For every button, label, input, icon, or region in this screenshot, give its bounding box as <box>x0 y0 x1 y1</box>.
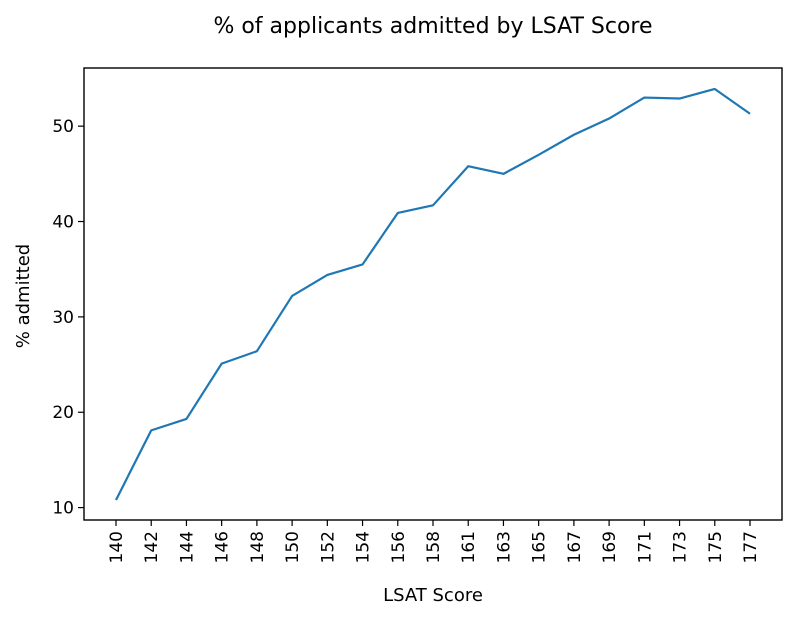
y-tick-label: 50 <box>52 117 74 137</box>
x-tick-label: 173 <box>671 531 691 563</box>
x-tick-label: 169 <box>600 531 620 563</box>
x-tick-label: 165 <box>530 531 550 563</box>
y-axis-label: % admitted <box>13 244 34 348</box>
x-axis-label: LSAT Score <box>383 585 483 606</box>
x-tick-label: 152 <box>318 531 338 563</box>
x-tick-label: 156 <box>389 531 409 563</box>
x-tick-label: 154 <box>354 531 374 563</box>
x-tick-label: 177 <box>741 531 761 563</box>
x-axis: 140 142 144 146 148 150 152 154 156 158 161 163 165 1… <box>107 520 761 563</box>
y-tick-label: 30 <box>52 308 74 328</box>
x-tick-label: 148 <box>248 531 268 563</box>
chart-title: % of applicants admitted by LSAT Score <box>213 14 652 39</box>
x-tick-label: 158 <box>424 531 444 563</box>
y-tick-label: 20 <box>52 403 74 423</box>
series-line <box>115 87 751 501</box>
x-tick-label: 171 <box>635 531 655 563</box>
x-tick-label: 144 <box>177 531 197 563</box>
y-tick-label: 40 <box>52 213 74 233</box>
x-tick-label: 150 <box>283 531 303 563</box>
x-tick-label: 142 <box>142 531 162 563</box>
y-axis: 10 20 30 40 50 <box>52 117 84 519</box>
x-tick-label: 175 <box>706 531 726 563</box>
x-tick-label: 146 <box>213 531 233 563</box>
x-tick-label: 161 <box>459 531 479 563</box>
plot-area <box>83 67 783 521</box>
y-tick-label: 10 <box>52 499 74 519</box>
x-tick-label: 140 <box>107 531 127 563</box>
x-tick-label: 167 <box>565 531 585 563</box>
x-tick-label: 163 <box>494 531 514 563</box>
